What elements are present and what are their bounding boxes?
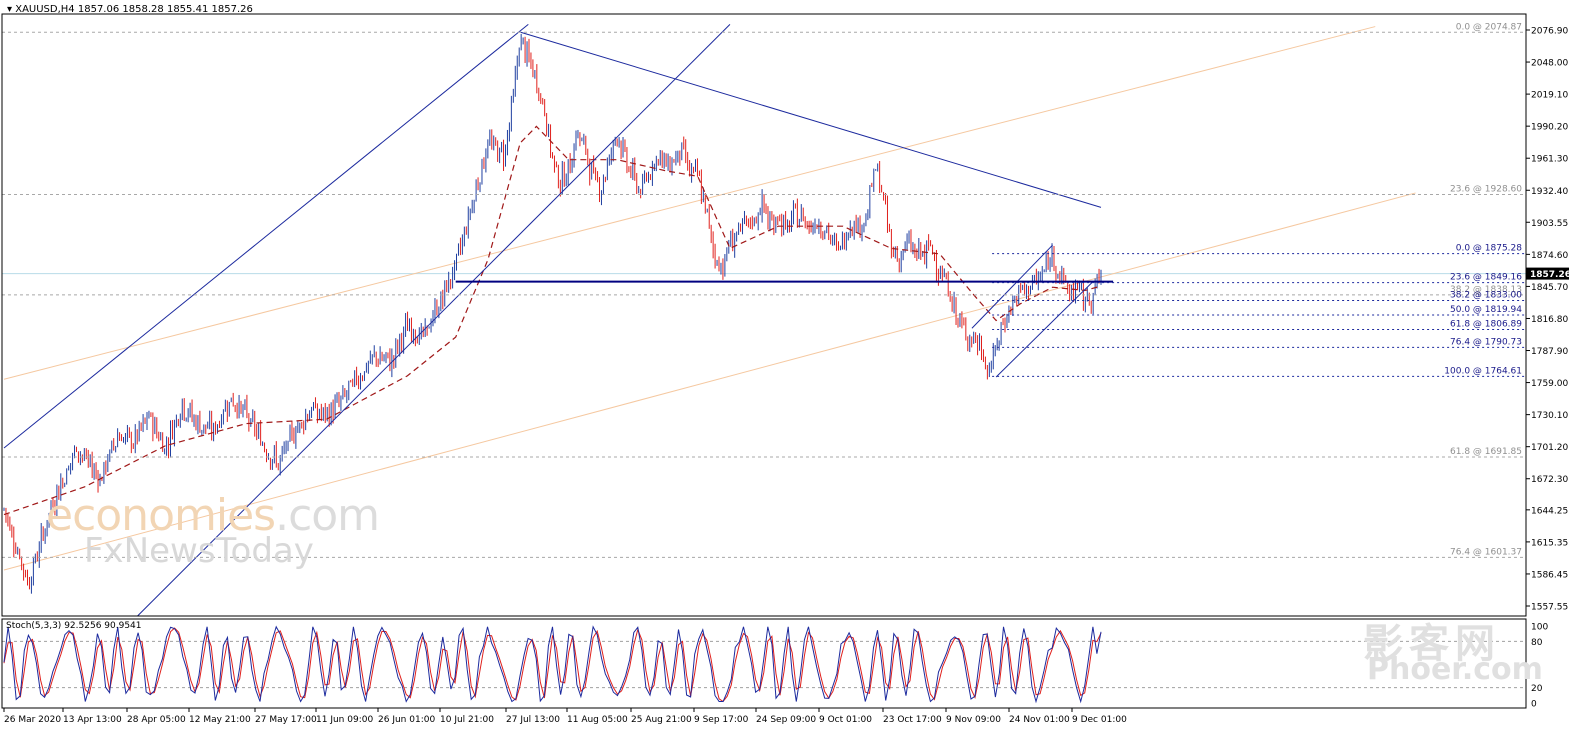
- y-tick-label: 1644.25: [1531, 506, 1568, 516]
- trend-line-small-channel-upper[interactable]: [971, 244, 1053, 329]
- high-value: 1858.28: [122, 4, 164, 15]
- x-tick-label: 24 Sep 09:00: [756, 715, 816, 725]
- stochastic-main-line: [3, 625, 1102, 704]
- stochastic-plot-frame: [1, 618, 1527, 709]
- y-tick-label: 1615.35: [1531, 538, 1568, 548]
- y-tick-label: 1586.45: [1531, 570, 1568, 580]
- watermark-phoer: Phoer.com: [1367, 652, 1543, 687]
- x-tick-label: 26 Mar 2020: [4, 715, 61, 725]
- symbol-dropdown-icon[interactable]: ▾: [7, 4, 13, 15]
- x-tick-label: 11 Aug 05:00: [567, 715, 628, 725]
- y-tick-label: 1932.40: [1531, 187, 1568, 197]
- stochastic-y-label: 20: [1531, 684, 1543, 694]
- x-tick-label: 27 May 17:00: [255, 715, 317, 725]
- y-tick-label: 1990.20: [1531, 123, 1568, 133]
- y-tick-label: 1816.80: [1531, 315, 1568, 325]
- y-tick-label: 2019.10: [1531, 91, 1568, 101]
- current-price-badge: [1526, 267, 1569, 280]
- fibonacci-small-level-label: 0.0 @ 1875.28: [1456, 244, 1523, 254]
- low-value: 1855.41: [166, 4, 209, 15]
- x-tick-label: 12 May 21:00: [189, 715, 251, 725]
- trend-line-small-channel-lower[interactable]: [995, 281, 1094, 378]
- fibonacci-large-level-label: 23.6 @ 1928.60: [1450, 184, 1522, 194]
- fibonacci-large-level-label: 0.0 @ 2074.87: [1456, 22, 1522, 32]
- chart-header: ▾ XAUUSD,H4 1857.06 1858.28 1855.41 1857…: [7, 4, 253, 15]
- main-plot-frame: [1, 13, 1527, 617]
- stochastic-y-label: 100: [1531, 623, 1548, 633]
- orange-channel-line: [3, 192, 1416, 571]
- y-tick-label: 2048.00: [1531, 59, 1568, 69]
- stochastic-y-label: 80: [1531, 638, 1543, 648]
- x-tick-label: 25 Aug 21:00: [631, 715, 692, 725]
- x-tick-label: 10 Jul 21:00: [440, 715, 494, 725]
- fibonacci-small-level-label: 100.0 @ 1764.61: [1444, 366, 1522, 376]
- x-tick-label: 24 Nov 01:00: [1009, 715, 1070, 725]
- y-tick-label: 1759.00: [1531, 379, 1568, 389]
- x-tick-label: 23 Oct 17:00: [883, 715, 942, 725]
- stochastic-signal-line: [3, 627, 1102, 703]
- y-tick-label: 1672.30: [1531, 475, 1568, 485]
- symbol-label: XAUUSD,H4: [15, 4, 75, 15]
- watermark-economies: economies.com: [46, 490, 380, 541]
- x-tick-label: 9 Sep 17:00: [694, 715, 749, 725]
- x-tick-label: 28 Apr 05:00: [127, 715, 186, 725]
- y-tick-label: 1730.10: [1531, 411, 1568, 421]
- current-price-label: 1857.26: [1530, 270, 1571, 280]
- x-tick-label: 27 Jul 13:00: [506, 715, 560, 725]
- x-tick-label: 9 Nov 09:00: [946, 715, 1001, 725]
- trend-line-channel-upper[interactable]: [3, 23, 529, 449]
- trend-line-channel-lower[interactable]: [137, 23, 731, 617]
- fibonacci-small-level-label: 61.8 @ 1806.89: [1450, 319, 1522, 329]
- y-tick-label: 1845.70: [1531, 283, 1568, 293]
- fibonacci-small-level-label: 76.4 @ 1790.73: [1450, 337, 1522, 347]
- stochastic-y-label: 0: [1531, 700, 1537, 710]
- x-tick-label: 13 Apr 13:00: [63, 715, 122, 725]
- watermark-cn-logo: 影客网: [1363, 620, 1501, 667]
- close-value: 1857.26: [211, 4, 253, 15]
- stochastic-signal-value: 90.9541: [104, 621, 142, 631]
- fibonacci-large-level-label: 61.8 @ 1691.85: [1450, 447, 1522, 457]
- y-tick-label: 1787.90: [1531, 347, 1568, 357]
- x-tick-label: 11 Jun 09:00: [316, 715, 373, 725]
- x-tick-label: 9 Oct 01:00: [819, 715, 872, 725]
- x-tick-label: 26 Jun 01:00: [378, 715, 435, 725]
- y-tick-label: 2076.90: [1531, 27, 1568, 37]
- y-tick-label: 1874.60: [1531, 251, 1568, 261]
- fibonacci-large-level-label: 76.4 @ 1601.37: [1450, 547, 1522, 557]
- fibonacci-small-level-label: 38.2 @ 1833.00: [1450, 291, 1522, 301]
- x-tick-label: 9 Dec 01:00: [1072, 715, 1127, 725]
- stochastic-label: Stoch(5,3,3): [6, 621, 62, 631]
- fibonacci-small-level-label: 23.6 @ 1849.16: [1450, 273, 1522, 283]
- y-tick-label: 1701.20: [1531, 443, 1568, 453]
- fibonacci-large-level-label: 38.2 @ 1838.13: [1450, 285, 1522, 295]
- y-tick-label: 1557.55: [1531, 603, 1568, 613]
- y-tick-label: 1903.55: [1531, 219, 1568, 229]
- stochastic-header: Stoch(5,3,3) 92.5256 90.9541: [6, 621, 142, 631]
- stochastic-main-value: 92.5256: [64, 621, 102, 631]
- watermark-fxnewstoday: FxNewsToday: [84, 531, 314, 571]
- open-value: 1857.06: [77, 4, 120, 15]
- trend-line-descending-resistance[interactable]: [520, 31, 1102, 208]
- moving-average-line: [3, 125, 1102, 516]
- y-tick-label: 1961.30: [1531, 155, 1568, 165]
- orange-channel-line: [3, 26, 1376, 380]
- fibonacci-small-level-label: 50.0 @ 1819.94: [1450, 305, 1522, 315]
